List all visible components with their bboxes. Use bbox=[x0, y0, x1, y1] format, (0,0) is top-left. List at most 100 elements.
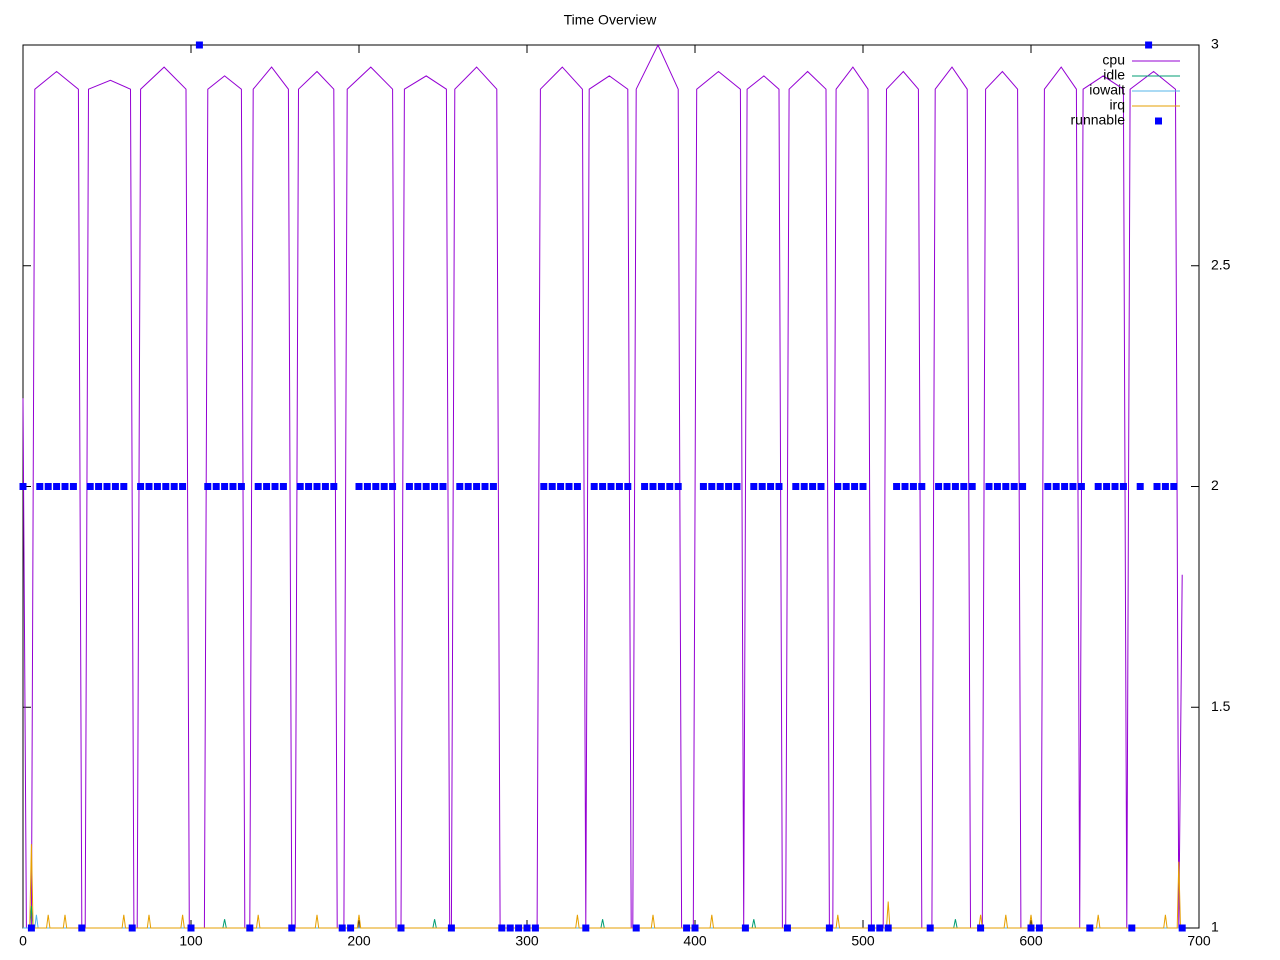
x-tick-label: 500 bbox=[851, 933, 875, 949]
runnable-point bbox=[19, 483, 27, 490]
runnable-point bbox=[237, 483, 245, 490]
runnable-point bbox=[1035, 924, 1043, 932]
runnable-point bbox=[901, 483, 909, 490]
runnable-point bbox=[179, 483, 187, 490]
runnable-point bbox=[78, 924, 86, 932]
runnable-point bbox=[498, 924, 506, 932]
runnable-point bbox=[599, 483, 607, 490]
runnable-point bbox=[1161, 483, 1169, 490]
runnable-point bbox=[44, 483, 52, 490]
runnable-point bbox=[800, 483, 808, 490]
runnable-point bbox=[263, 483, 271, 490]
runnable-point bbox=[792, 483, 800, 490]
y-tick-label: 1 bbox=[1211, 919, 1219, 935]
runnable-point bbox=[716, 483, 724, 490]
runnable-point bbox=[1170, 483, 1178, 490]
runnable-point bbox=[1019, 483, 1027, 490]
runnable-point bbox=[389, 483, 397, 490]
runnable-point bbox=[246, 924, 254, 932]
legend-label: idle bbox=[1103, 67, 1125, 83]
runnable-point bbox=[565, 483, 573, 490]
runnable-point bbox=[464, 483, 472, 490]
legend-label: runnable bbox=[1071, 112, 1126, 128]
runnable-point bbox=[884, 924, 892, 932]
runnable-point bbox=[414, 483, 422, 490]
runnable-point bbox=[380, 483, 388, 490]
runnable-point bbox=[674, 483, 682, 490]
runnable-point bbox=[355, 483, 363, 490]
x-tick-label: 400 bbox=[683, 933, 707, 949]
runnable-point bbox=[733, 483, 741, 490]
runnable-point bbox=[61, 483, 69, 490]
runnable-point bbox=[321, 483, 329, 490]
runnable-point bbox=[943, 483, 951, 490]
runnable-point bbox=[985, 483, 993, 490]
x-tick-label: 100 bbox=[179, 933, 203, 949]
legend-label: cpu bbox=[1102, 52, 1125, 68]
runnable-point bbox=[153, 483, 161, 490]
runnable-point bbox=[817, 483, 825, 490]
runnable-point bbox=[1128, 924, 1136, 932]
runnable-point bbox=[867, 924, 875, 932]
runnable-point bbox=[221, 483, 229, 490]
legend-label: irq bbox=[1109, 97, 1125, 113]
runnable-point bbox=[1094, 483, 1102, 490]
legend-swatch bbox=[1155, 117, 1162, 125]
runnable-point bbox=[397, 924, 405, 932]
runnable-point bbox=[69, 483, 77, 490]
y-tick-label: 1.5 bbox=[1211, 698, 1231, 714]
runnable-point bbox=[582, 924, 590, 932]
runnable-point bbox=[540, 483, 548, 490]
runnable-point bbox=[473, 483, 481, 490]
runnable-point bbox=[27, 924, 35, 932]
runnable-point bbox=[767, 483, 775, 490]
runnable-point bbox=[515, 924, 523, 932]
runnable-point bbox=[758, 483, 766, 490]
runnable-point bbox=[288, 924, 296, 932]
runnable-point bbox=[296, 483, 304, 490]
runnable-point bbox=[573, 483, 581, 490]
runnable-point bbox=[809, 483, 817, 490]
runnable-point bbox=[624, 483, 632, 490]
runnable-point bbox=[842, 483, 850, 490]
runnable-point bbox=[95, 483, 103, 490]
runnable-point bbox=[523, 924, 531, 932]
runnable-point bbox=[951, 483, 959, 490]
runnable-point bbox=[968, 483, 976, 490]
runnable-point bbox=[590, 483, 598, 490]
runnable-point bbox=[212, 483, 220, 490]
runnable-point bbox=[993, 483, 1001, 490]
runnable-point bbox=[103, 483, 111, 490]
chart-title: Time Overview bbox=[564, 12, 658, 28]
runnable-point bbox=[834, 483, 842, 490]
runnable-point bbox=[691, 924, 699, 932]
runnable-point bbox=[666, 483, 674, 490]
x-tick-label: 0 bbox=[19, 933, 27, 949]
runnable-point bbox=[649, 483, 657, 490]
runnable-point bbox=[338, 924, 346, 932]
runnable-point bbox=[137, 483, 145, 490]
runnable-point bbox=[1119, 483, 1127, 490]
runnable-point bbox=[506, 924, 514, 932]
runnable-point bbox=[876, 924, 884, 932]
runnable-point bbox=[607, 483, 615, 490]
runnable-point bbox=[1178, 924, 1186, 932]
runnable-point bbox=[1002, 483, 1010, 490]
runnable-point bbox=[1153, 483, 1161, 490]
runnable-point bbox=[187, 924, 195, 932]
x-tick-label: 200 bbox=[347, 933, 371, 949]
runnable-point bbox=[632, 924, 640, 932]
irq-line bbox=[29, 844, 1181, 929]
runnable-point bbox=[893, 483, 901, 490]
runnable-point bbox=[725, 483, 733, 490]
runnable-point bbox=[36, 483, 44, 490]
runnable-point bbox=[859, 483, 867, 490]
runnable-point bbox=[372, 483, 380, 490]
runnable-point bbox=[1052, 483, 1060, 490]
idle-line bbox=[29, 905, 958, 929]
runnable-point bbox=[657, 483, 665, 490]
runnable-point bbox=[86, 483, 94, 490]
runnable-point bbox=[641, 483, 649, 490]
runnable-point bbox=[170, 483, 178, 490]
